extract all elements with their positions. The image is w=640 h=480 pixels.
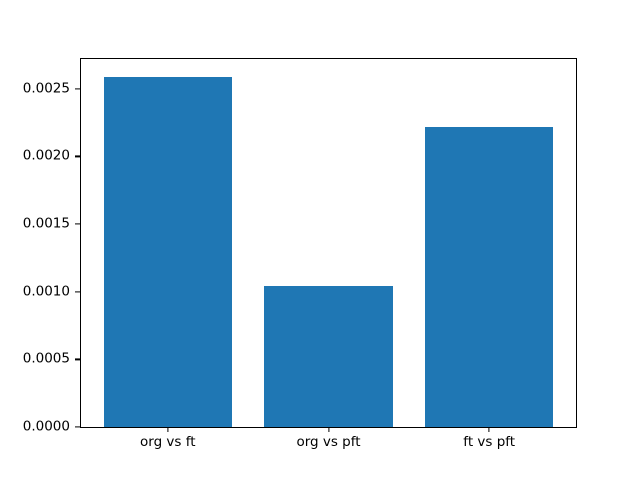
x-tick-mark (167, 427, 169, 432)
y-tick-label: 0.0000 (22, 418, 70, 435)
y-tick-label: 0.0010 (22, 282, 70, 299)
bar-2 (264, 286, 393, 427)
bar-1 (103, 76, 233, 427)
y-tick-label: 0.0015 (22, 215, 70, 232)
plot-area: org vs ft org vs pft ft vs pft 0.0000 0.0005… (23, 58, 577, 449)
y-tick-mark (75, 88, 80, 90)
y-tick-mark (75, 155, 80, 157)
y-tick-label: 0.0020 (22, 147, 70, 164)
x-tick-label: ft vs pft (463, 434, 516, 450)
y-tick-mark (75, 223, 80, 225)
x-tick-mark (488, 427, 490, 432)
y-tick-mark (75, 291, 80, 293)
y-tick-mark (75, 426, 80, 428)
y-tick-label: 0.0005 (22, 350, 70, 367)
x-tick-label: org vs ft (140, 434, 196, 450)
y-tick-mark (75, 358, 80, 360)
x-tick-label: org vs pft (296, 434, 361, 450)
x-tick-mark (327, 427, 330, 432)
y-tick-label: 0.0025 (22, 80, 70, 96)
bar-3 (424, 126, 554, 427)
